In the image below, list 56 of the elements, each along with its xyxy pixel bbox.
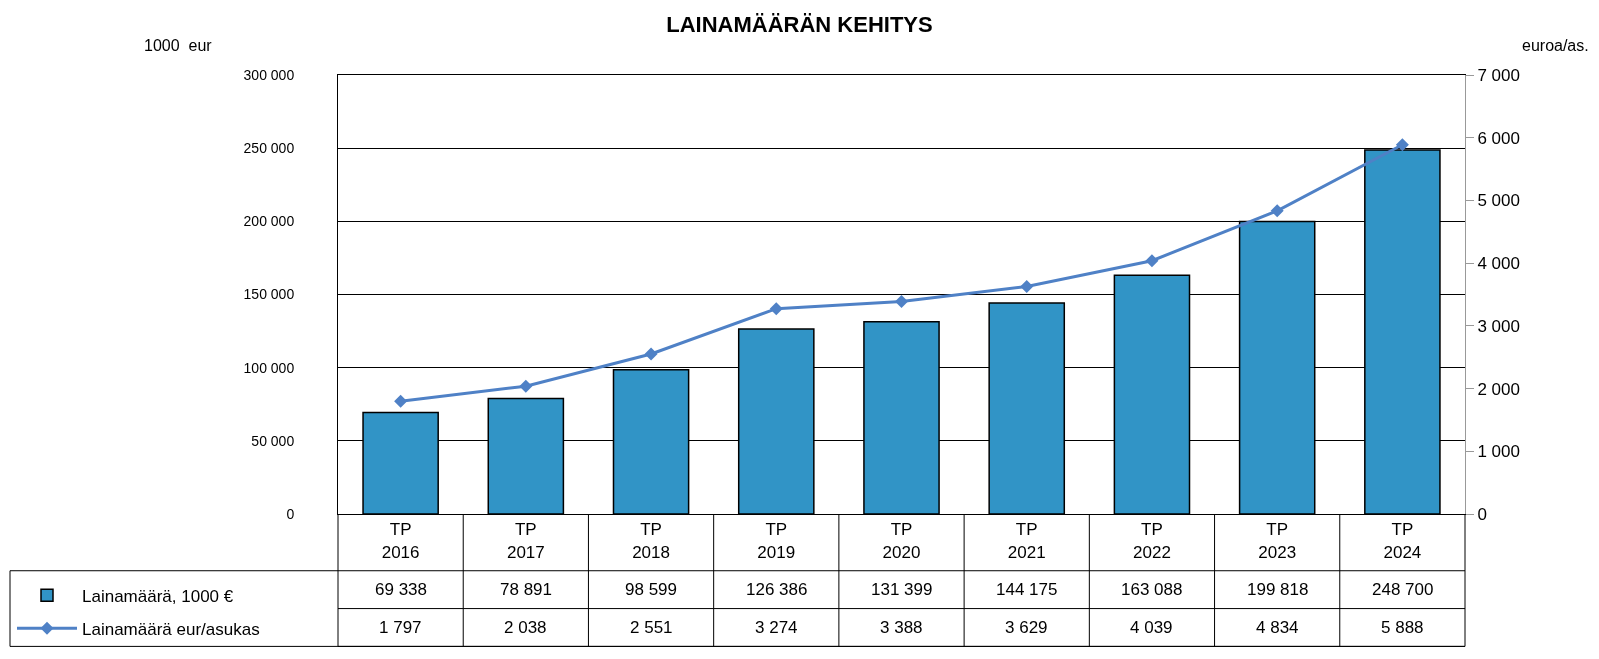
y2-tick-label: 4 000 bbox=[1477, 254, 1520, 274]
data-label: 1 797 bbox=[379, 618, 422, 637]
data-label: 78 891 bbox=[500, 580, 552, 599]
x-tick-label: TP 2023 bbox=[1258, 520, 1297, 562]
data-label: 126 386 bbox=[746, 580, 808, 599]
x-tick-label: TP 2017 bbox=[506, 520, 545, 562]
point bbox=[394, 394, 408, 408]
point bbox=[644, 347, 658, 361]
x-tick-label: TP 2024 bbox=[1383, 520, 1422, 562]
y-tick-label: 50 000 bbox=[251, 432, 295, 449]
point bbox=[769, 302, 783, 316]
data-label: 131 399 bbox=[871, 580, 933, 599]
point bbox=[519, 379, 533, 393]
y-axis-title: 1000 eur bbox=[144, 37, 213, 54]
point bbox=[895, 295, 908, 309]
data-label: 3 629 bbox=[1005, 618, 1048, 637]
data-label: 199 818 bbox=[1247, 580, 1309, 599]
x-tick-label: TP 2021 bbox=[1007, 520, 1046, 562]
point bbox=[1270, 204, 1284, 218]
data-label: 4 834 bbox=[1256, 618, 1299, 637]
legend-label: Lainamäärä eur/asukas bbox=[82, 619, 260, 639]
data-label: 69 338 bbox=[375, 580, 427, 599]
y-tick-label: 0 bbox=[286, 505, 295, 522]
y2-tick-label: 6 000 bbox=[1477, 128, 1520, 148]
data-label: 3 388 bbox=[880, 618, 923, 637]
x-tick-label: TP 2020 bbox=[882, 520, 921, 562]
data-label: 4 039 bbox=[1130, 618, 1173, 637]
point bbox=[1395, 138, 1409, 152]
point bbox=[1145, 254, 1159, 268]
legend-label: Lainamäärä, 1000 € bbox=[82, 586, 234, 606]
data-label: 248 700 bbox=[1372, 580, 1434, 599]
data-label: 3 274 bbox=[755, 618, 798, 637]
y2-tick-label: 2 000 bbox=[1477, 379, 1520, 399]
y2-tick-label: 3 000 bbox=[1477, 316, 1520, 336]
x-tick-label: TP 2019 bbox=[757, 520, 796, 562]
y-tick-label: 100 000 bbox=[243, 359, 295, 376]
x-tick-label: TP 2018 bbox=[632, 520, 670, 562]
y2-tick-label: 1 000 bbox=[1477, 442, 1520, 462]
y-tick-label: 250 000 bbox=[243, 140, 295, 157]
chart-title: LAINAMÄÄRÄN KEHITYS bbox=[666, 11, 933, 37]
data-label: 144 175 bbox=[996, 580, 1058, 599]
x-tick-label: TP 2022 bbox=[1133, 520, 1171, 562]
data-label: 98 599 bbox=[625, 580, 677, 599]
y-tick-label: 300 000 bbox=[243, 66, 295, 83]
y2-tick-label: 7 000 bbox=[1477, 65, 1520, 85]
y-tick-label: 150 000 bbox=[243, 286, 295, 303]
data-label: 2 551 bbox=[630, 618, 673, 637]
y2-tick-label: 0 bbox=[1477, 504, 1487, 524]
point bbox=[1020, 279, 1034, 293]
x-tick-label: TP 2016 bbox=[381, 520, 420, 562]
y2-tick-label: 5 000 bbox=[1477, 191, 1520, 211]
data-label: 163 088 bbox=[1121, 580, 1183, 599]
y-tick-label: 200 000 bbox=[243, 213, 295, 230]
data-label: 5 888 bbox=[1381, 618, 1424, 637]
y2-axis-title: euroa/as. bbox=[1522, 37, 1589, 54]
data-label: 2 038 bbox=[504, 618, 547, 637]
